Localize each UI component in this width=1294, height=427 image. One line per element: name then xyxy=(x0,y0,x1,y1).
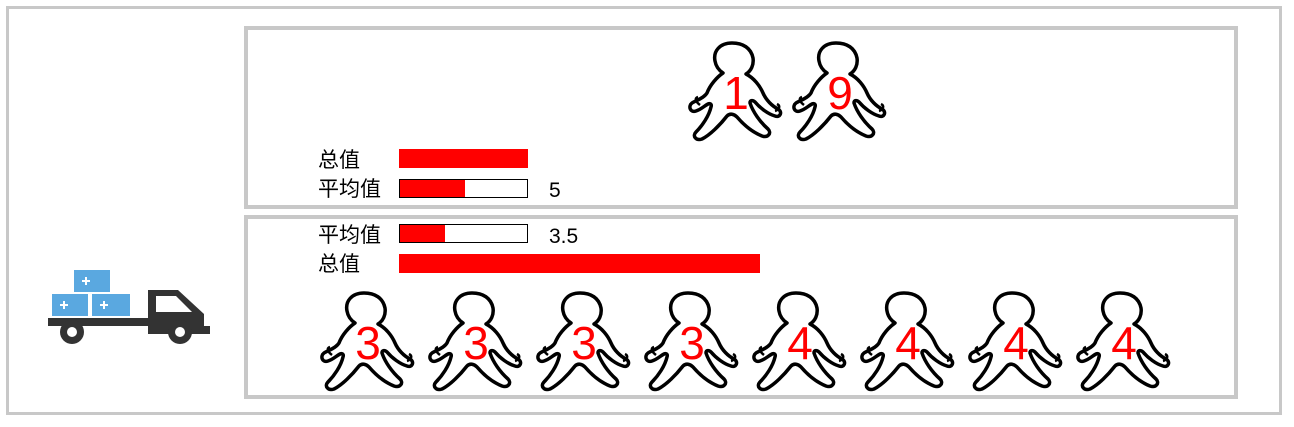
bottom-figure: 4 xyxy=(1068,290,1180,394)
bottom-figure: 4 xyxy=(960,290,1072,394)
bottom-total-bar xyxy=(399,254,761,273)
top-average-value: 5 xyxy=(549,179,561,202)
bottom-figure: 4 xyxy=(852,290,964,394)
top-figure: 9 xyxy=(784,40,896,144)
bottom-figure: 3 xyxy=(636,290,748,394)
bottom-figure-number: 3 xyxy=(355,317,381,369)
top-average-bar-fill xyxy=(400,180,465,197)
panel-bottom xyxy=(244,215,1238,399)
top-average-label: 平均值 xyxy=(318,177,381,201)
bottom-average-label: 平均值 xyxy=(318,223,381,247)
bottom-figure-number: 3 xyxy=(679,317,705,369)
bottom-average-value: 3.5 xyxy=(549,225,579,248)
delivery-truck-icon xyxy=(44,268,216,348)
bottom-figure-number: 3 xyxy=(571,317,597,369)
bottom-figure-number: 4 xyxy=(1111,317,1137,369)
top-figure-number: 9 xyxy=(827,67,853,119)
top-total-label: 总值 xyxy=(318,148,360,172)
bottom-figure: 4 xyxy=(744,290,856,394)
bottom-figure-number: 3 xyxy=(463,317,489,369)
bottom-figure-number: 4 xyxy=(1003,317,1029,369)
bottom-average-bar xyxy=(399,224,528,243)
bottom-figure: 3 xyxy=(312,290,424,394)
bottom-average-bar-fill xyxy=(400,225,446,242)
bottom-figure-number: 4 xyxy=(895,317,921,369)
bottom-total-label: 总值 xyxy=(318,252,360,276)
top-figure: 1 xyxy=(680,40,792,144)
bottom-figure: 3 xyxy=(420,290,532,394)
top-average-bar xyxy=(399,179,528,198)
top-total-bar xyxy=(399,149,528,168)
bottom-figure-number: 4 xyxy=(787,317,813,369)
top-figure-number: 1 xyxy=(723,67,749,119)
bottom-figure: 3 xyxy=(528,290,640,394)
